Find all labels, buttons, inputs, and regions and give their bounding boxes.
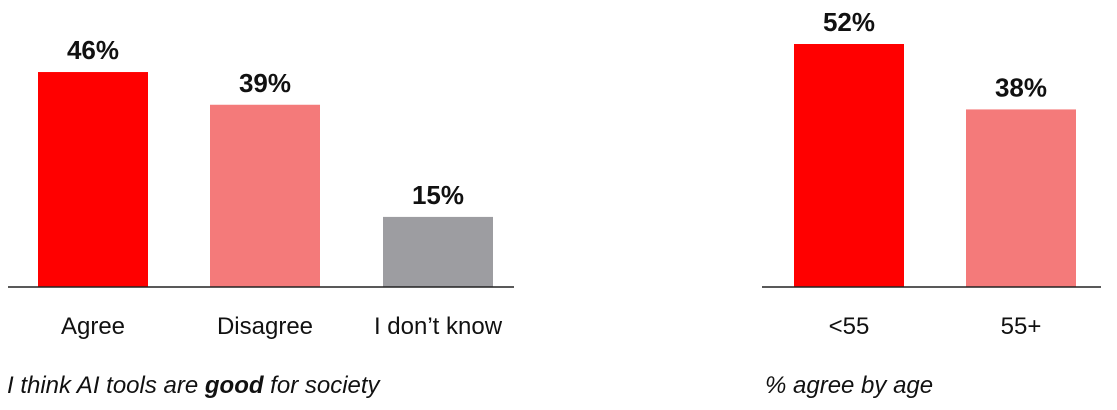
category-label: I don’t know — [374, 313, 503, 340]
bar — [966, 109, 1076, 287]
category-label: Disagree — [217, 313, 313, 340]
data-label: 15% — [412, 180, 464, 210]
data-label: 39% — [239, 68, 291, 98]
bar — [794, 44, 904, 287]
data-label: 46% — [67, 35, 119, 65]
category-label: 55+ — [1001, 313, 1042, 340]
data-label: 38% — [995, 72, 1047, 102]
data-label: 52% — [823, 7, 875, 37]
bar — [210, 104, 320, 287]
category-label: <55 — [829, 313, 870, 340]
chart-1: 46% Agree 39% Disagree 15% I don’t know — [8, 35, 514, 340]
bar — [383, 216, 493, 287]
chart-2: 52% <55 38% 55+ — [762, 7, 1101, 340]
chart-caption-society: I think AI tools are good for society — [7, 372, 380, 399]
caption-emphasis: good — [204, 372, 264, 399]
bar — [38, 72, 148, 288]
category-label: Agree — [61, 313, 125, 340]
chart-caption-age: % agree by age — [765, 372, 934, 399]
